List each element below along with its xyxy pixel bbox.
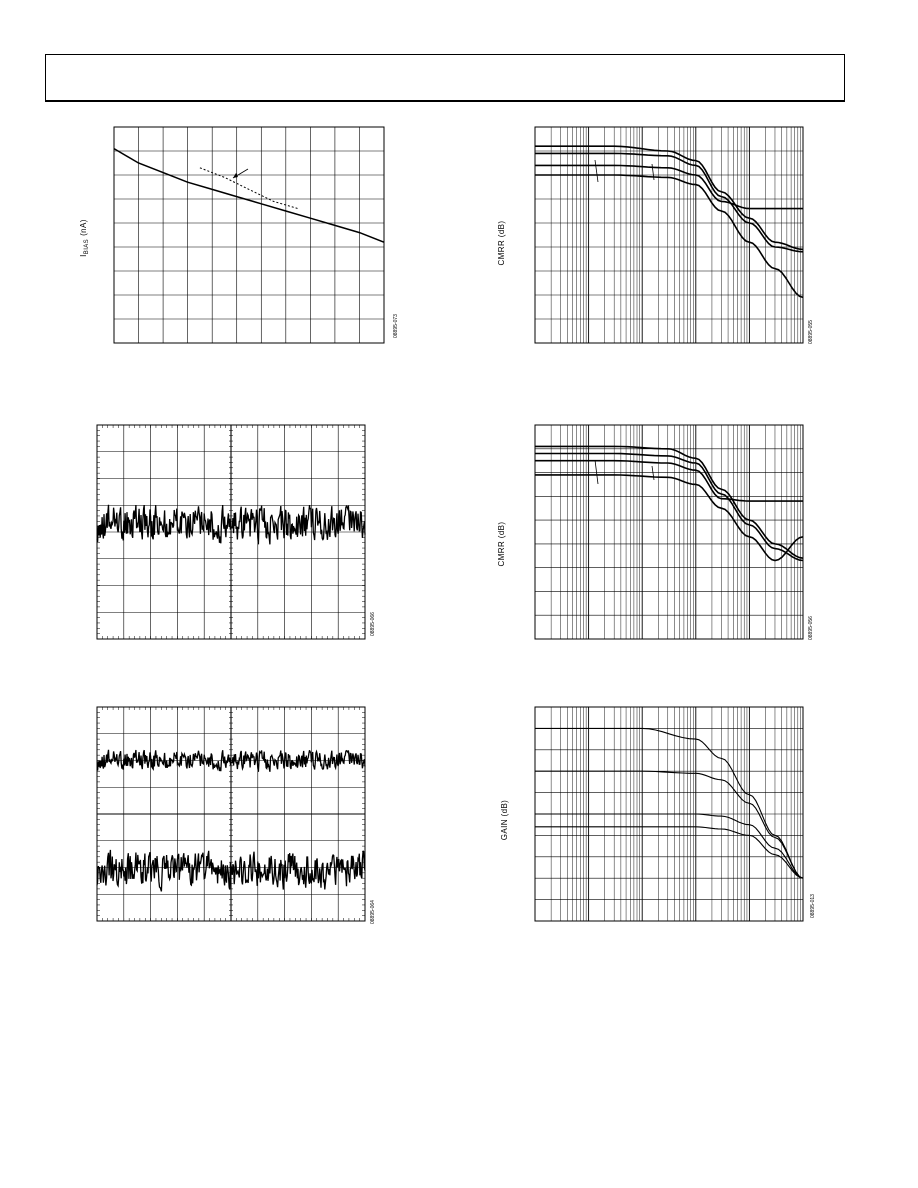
series-line-3: [535, 813, 804, 879]
series-line-3: [535, 459, 803, 502]
figure-id: 08895-056: [808, 616, 814, 640]
cmrr-chart-top: CMRR (dB) 08895-055: [497, 126, 814, 344]
noise-trace-1: [96, 504, 366, 545]
y-axis-label: CMRR (dB): [497, 221, 506, 266]
plot-area: [534, 424, 804, 640]
series-line-4: [535, 826, 804, 879]
series-line-1: [113, 147, 385, 243]
annotation-arrowhead: [233, 173, 238, 178]
series-line-4: [535, 174, 804, 299]
plot-area: [534, 126, 804, 344]
series-line-2: [535, 770, 804, 879]
gain-chart: GAIN (dB) 08895-013: [500, 706, 816, 922]
page-header-box: [45, 54, 845, 102]
plot-frame: [534, 126, 804, 344]
ylabel-sub: BIAS: [84, 239, 90, 254]
series-line-2: [199, 167, 299, 210]
figure-id: 08895-064: [370, 900, 376, 924]
noise-trace-2: [96, 849, 366, 892]
y-axis-label: IBIAS (nA): [79, 219, 90, 257]
figure-id: 08895-066: [370, 612, 376, 636]
noise-chart-single: 08895-066: [96, 424, 376, 640]
y-axis-label: GAIN (dB): [500, 800, 509, 841]
figure-id: 08895-073: [393, 314, 399, 338]
series-line-1: [535, 445, 804, 559]
series-line-2: [535, 152, 804, 253]
plot-frame: [113, 126, 385, 344]
annotation-arrow: [594, 459, 599, 485]
ibias-chart: IBIAS (nA) 08895-073: [79, 126, 399, 344]
plot-area: [96, 424, 366, 640]
series-line-1: [535, 727, 804, 879]
series-line-2: [535, 452, 804, 562]
annotation-arrow: [651, 163, 655, 181]
plot-area: [96, 706, 366, 922]
series-line-1: [535, 145, 804, 251]
y-axis-label: CMRR (dB): [497, 522, 506, 567]
figure-id: 08895-055: [808, 320, 814, 344]
annotation-arrow: [594, 159, 599, 183]
plot-area: [534, 706, 804, 922]
noise-chart-dual: 08895-064: [96, 706, 376, 924]
plot-area: [113, 126, 385, 344]
ylabel-main: I: [79, 254, 88, 257]
annotation-arrow: [651, 465, 655, 481]
cmrr-chart-middle: CMRR (dB) 08895-056: [497, 424, 814, 640]
series-line-4: [535, 474, 804, 562]
ylabel-unit: (nA): [79, 219, 88, 236]
svg-text:IBIAS(nA): IBIAS (nA): [79, 219, 90, 257]
figure-id: 08895-013: [810, 894, 816, 918]
series-line-3: [535, 164, 803, 210]
noise-trace-1: [96, 749, 366, 772]
